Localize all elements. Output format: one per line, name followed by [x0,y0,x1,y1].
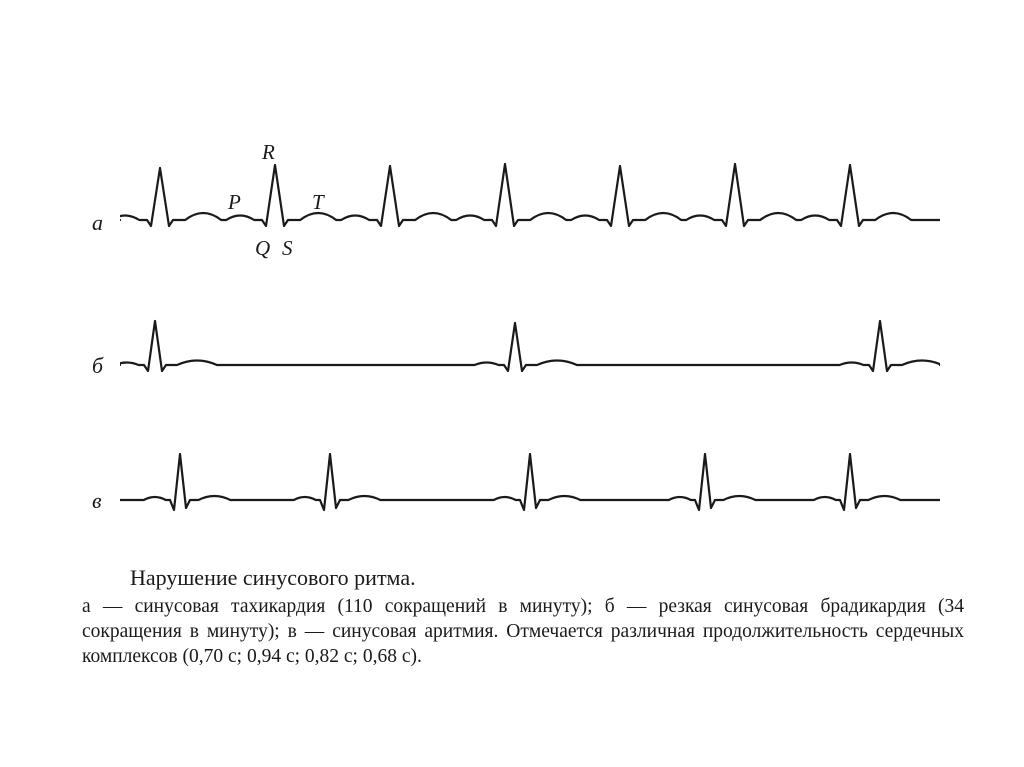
caption-title: Нарушение синусового ритма. [82,565,964,591]
figure-caption: Нарушение синусового ритма. а — синусова… [82,565,964,670]
wave-label-r: R [262,140,275,165]
wave-label-p: P [228,190,241,215]
lane-label-b: б [92,353,103,379]
wave-label-t: T [312,190,324,215]
ecg-trace-v [120,445,940,535]
wave-label-s: S [282,236,293,261]
wave-label-q: Q [255,236,270,261]
caption-body: а — синусовая тахикардия (110 сокращений… [82,595,964,670]
lane-label-a: а [92,210,103,236]
ecg-trace-a [120,150,940,270]
ecg-trace-b [120,310,940,400]
lane-label-v: в [92,488,102,514]
